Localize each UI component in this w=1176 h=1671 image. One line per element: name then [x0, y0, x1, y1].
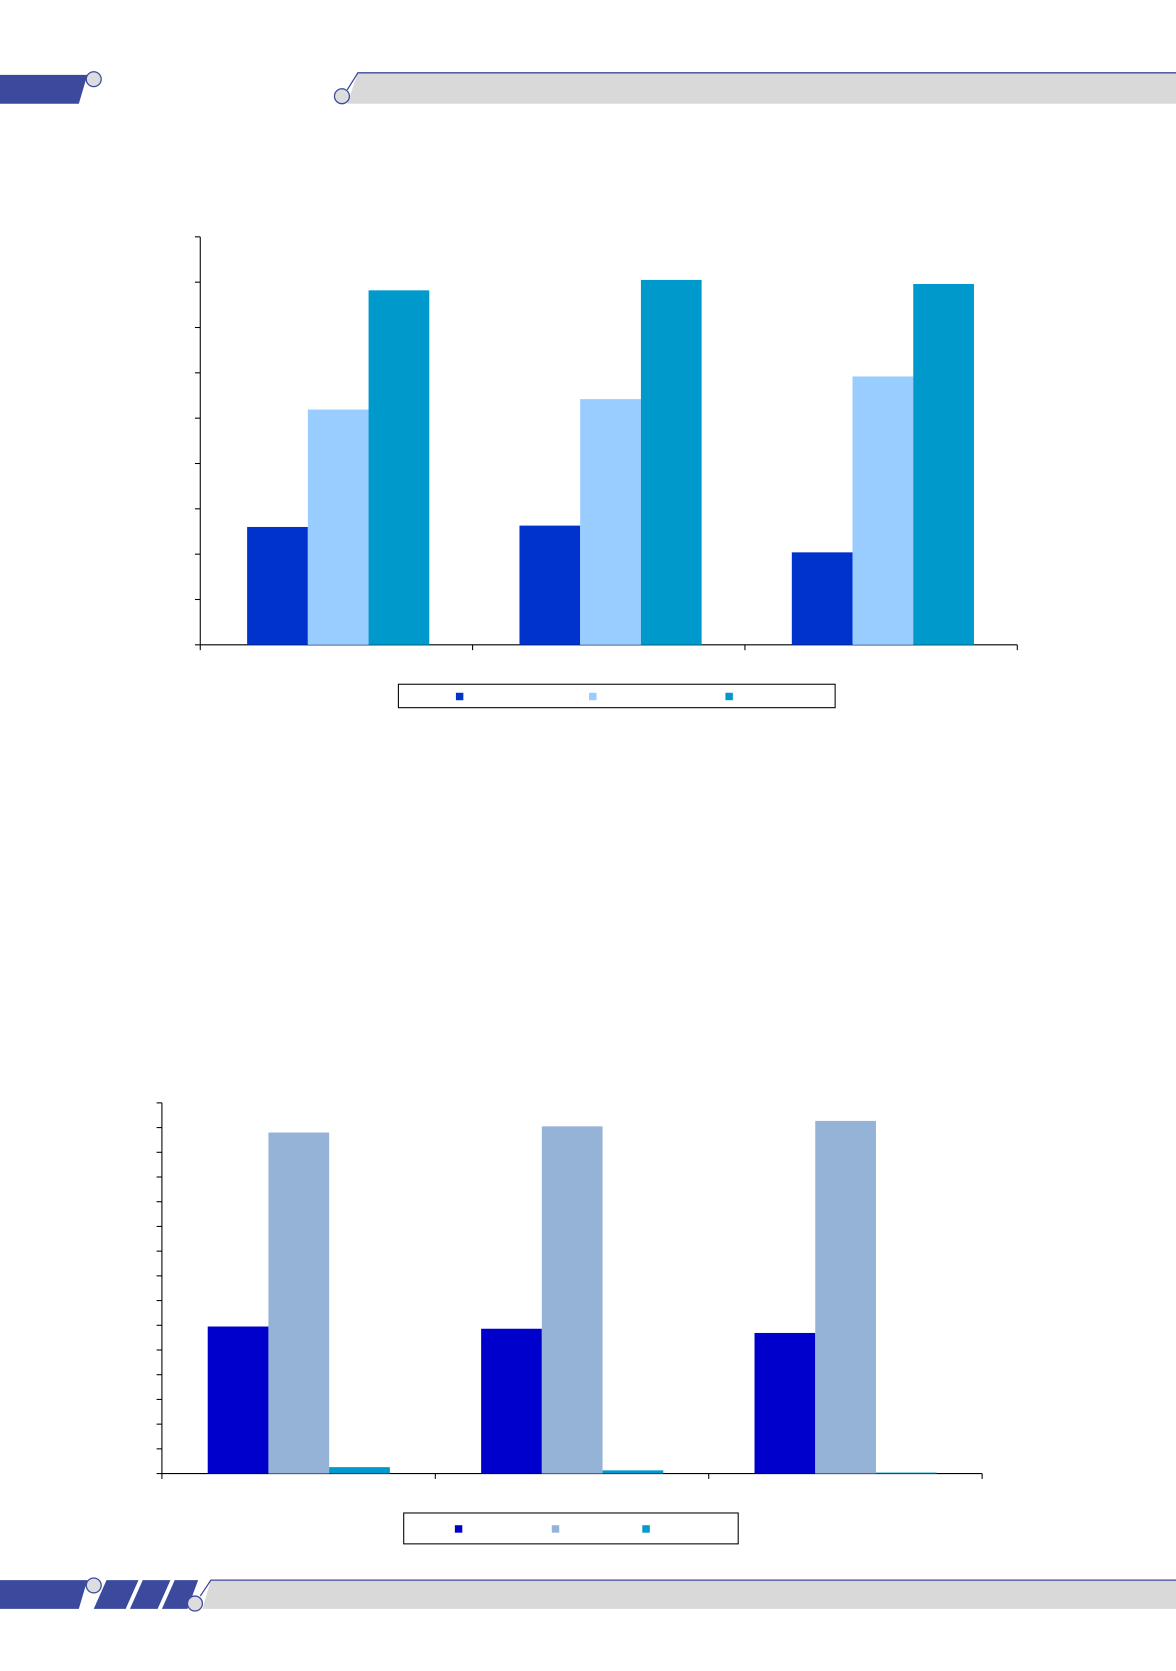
- legend-swatch: [551, 1525, 560, 1533]
- bar: [640, 279, 702, 645]
- bar: [580, 399, 641, 645]
- bar: [815, 1120, 876, 1474]
- bar: [875, 1472, 937, 1474]
- bar: [247, 526, 308, 645]
- legend-swatch: [642, 1525, 650, 1533]
- footer-dot: [186, 1595, 204, 1612]
- footer-band: [202, 1580, 1176, 1609]
- header-band: [347, 72, 1176, 104]
- footer-line: [199, 1579, 1176, 1597]
- footer-stripe: [129, 1580, 171, 1609]
- legend-box: [397, 683, 836, 709]
- header-tab: [0, 74, 88, 104]
- bar: [307, 409, 369, 645]
- header-dot: [85, 71, 102, 88]
- legend-box: [403, 1512, 739, 1545]
- bar: [268, 1132, 330, 1474]
- bar: [754, 1332, 816, 1474]
- header-dot: [333, 88, 351, 105]
- bar: [913, 283, 974, 645]
- footer-dot: [85, 1577, 102, 1594]
- legend-swatch: [589, 692, 597, 701]
- bar: [368, 290, 430, 645]
- bar: [791, 552, 853, 645]
- bar: [481, 1328, 542, 1474]
- header-line: [346, 72, 1176, 91]
- legend-swatch: [455, 692, 464, 701]
- bar: [852, 376, 914, 645]
- footer-stripe: [93, 1580, 139, 1609]
- bar: [329, 1467, 390, 1474]
- legend-swatch: [454, 1525, 463, 1533]
- footer-tab: [0, 1580, 88, 1609]
- bar: [207, 1326, 269, 1474]
- bar: [602, 1470, 664, 1474]
- bar: [519, 525, 581, 645]
- legend-swatch: [725, 692, 733, 701]
- bar: [541, 1126, 603, 1474]
